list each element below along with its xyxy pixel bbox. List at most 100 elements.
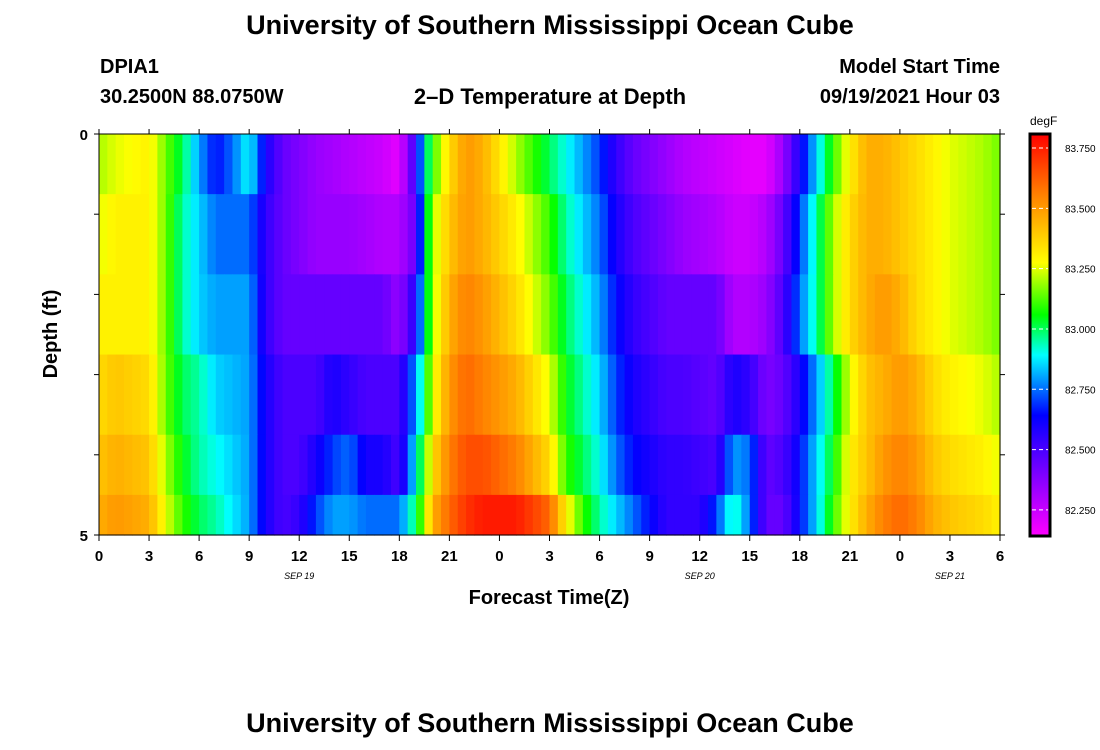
heatmap-cell: [899, 434, 909, 496]
heatmap-cell: [432, 274, 442, 356]
heatmap-cell: [107, 434, 117, 496]
heatmap-cell: [549, 194, 559, 275]
x-tick-label: 12: [691, 548, 708, 565]
heatmap-cell: [290, 434, 300, 496]
heatmap-cell: [974, 194, 984, 275]
heatmap-cell: [290, 274, 300, 356]
heatmap-cell: [524, 434, 534, 496]
heatmap-cell: [140, 134, 150, 195]
heatmap-cell: [199, 274, 209, 356]
heatmap-cell: [649, 354, 659, 436]
heatmap-cell: [974, 274, 984, 356]
heatmap-cell: [682, 274, 692, 356]
heatmap-cell: [799, 494, 809, 536]
heatmap-cell: [441, 494, 450, 536]
heatmap-cell: [991, 194, 1001, 275]
heatmap-cell: [941, 494, 951, 536]
heatmap-cell: [441, 134, 450, 195]
heatmap-cell: [841, 354, 851, 436]
heatmap-cell: [240, 494, 250, 536]
heatmap-cell: [607, 134, 617, 195]
heatmap-cell: [557, 134, 567, 195]
heatmap-cell: [974, 434, 984, 496]
heatmap-cell: [591, 434, 601, 496]
heatmap-cell: [766, 434, 776, 496]
heatmap-cell: [257, 354, 267, 436]
x-tick-label: 12: [291, 548, 308, 565]
heatmap-cell: [816, 494, 826, 536]
heatmap-cell: [199, 434, 209, 496]
heatmap-cell: [399, 194, 409, 275]
heatmap-cell: [416, 134, 425, 195]
x-tick-label: 3: [946, 548, 954, 565]
heatmap-cell: [299, 494, 309, 536]
heatmap-cell: [190, 434, 200, 496]
heatmap-cell: [365, 494, 375, 536]
heatmap-cell: [499, 194, 509, 275]
heatmap-cell: [624, 194, 634, 275]
heatmap-cell: [115, 494, 125, 536]
heatmap-cell: [899, 194, 909, 275]
heatmap-cell: [758, 194, 767, 275]
heatmap-cell: [240, 274, 250, 356]
heatmap-cell: [99, 354, 108, 436]
heatmap-cell: [574, 134, 584, 195]
heatmap-cell: [315, 274, 325, 356]
heatmap-cell: [716, 354, 726, 436]
heatmap-cell: [149, 494, 158, 536]
heatmap-cell: [841, 134, 851, 195]
heatmap-cell: [357, 274, 367, 356]
heatmap-cell: [816, 134, 826, 195]
heatmap-cell: [224, 134, 234, 195]
heatmap-cell: [457, 434, 467, 496]
heatmap-cell: [199, 354, 209, 436]
heatmap-cell: [566, 354, 576, 436]
heatmap-cell: [933, 434, 943, 496]
heatmap-cell: [324, 274, 334, 356]
heatmap-cell: [524, 134, 534, 195]
heatmap-cell: [466, 274, 476, 356]
heatmap-cell: [733, 134, 742, 195]
heatmap-cell: [132, 494, 142, 536]
heatmap-cell: [674, 494, 684, 536]
colorbar-tick-label: 82.500: [1065, 446, 1096, 457]
heatmap-cell: [482, 194, 492, 275]
heatmap-cell: [966, 194, 976, 275]
heatmap-cell: [799, 354, 809, 436]
heatmap-cell: [541, 134, 551, 195]
heatmap-cell: [457, 354, 467, 436]
heatmap-cell: [416, 494, 425, 536]
heatmap-cell: [416, 274, 425, 356]
heatmap-cell: [290, 494, 300, 536]
heatmap-cell: [924, 194, 934, 275]
heatmap-cell: [541, 354, 551, 436]
heatmap-cell: [866, 134, 876, 195]
heatmap-cell: [357, 494, 367, 536]
heatmap-cell: [899, 354, 909, 436]
heatmap-cell: [507, 434, 517, 496]
heatmap-cell: [691, 194, 701, 275]
heatmap-cell: [924, 354, 934, 436]
heatmap-cell: [340, 434, 350, 496]
heatmap-cell: [591, 194, 601, 275]
heatmap-cell: [457, 494, 467, 536]
heatmap-cell: [265, 434, 275, 496]
heatmap-cell: [507, 194, 517, 275]
heatmap-cell: [682, 134, 692, 195]
heatmap-cell: [824, 434, 834, 496]
heatmap-cell: [349, 494, 359, 536]
heatmap-cell: [182, 194, 192, 275]
heatmap-cell: [282, 134, 292, 195]
station-coords: 30.2500N 88.0750W: [100, 86, 284, 108]
heatmap-cell: [599, 494, 609, 536]
heatmap-cell: [582, 134, 592, 195]
heatmap-cell: [616, 274, 626, 356]
heatmap-cell: [115, 194, 125, 275]
heatmap-cell: [616, 194, 626, 275]
heatmap-cell: [99, 194, 108, 275]
heatmap-cell: [883, 434, 893, 496]
heatmap-cell: [724, 354, 734, 436]
heatmap-cell: [582, 354, 592, 436]
heatmap-cell: [265, 274, 275, 356]
heatmap-cell: [758, 494, 767, 536]
